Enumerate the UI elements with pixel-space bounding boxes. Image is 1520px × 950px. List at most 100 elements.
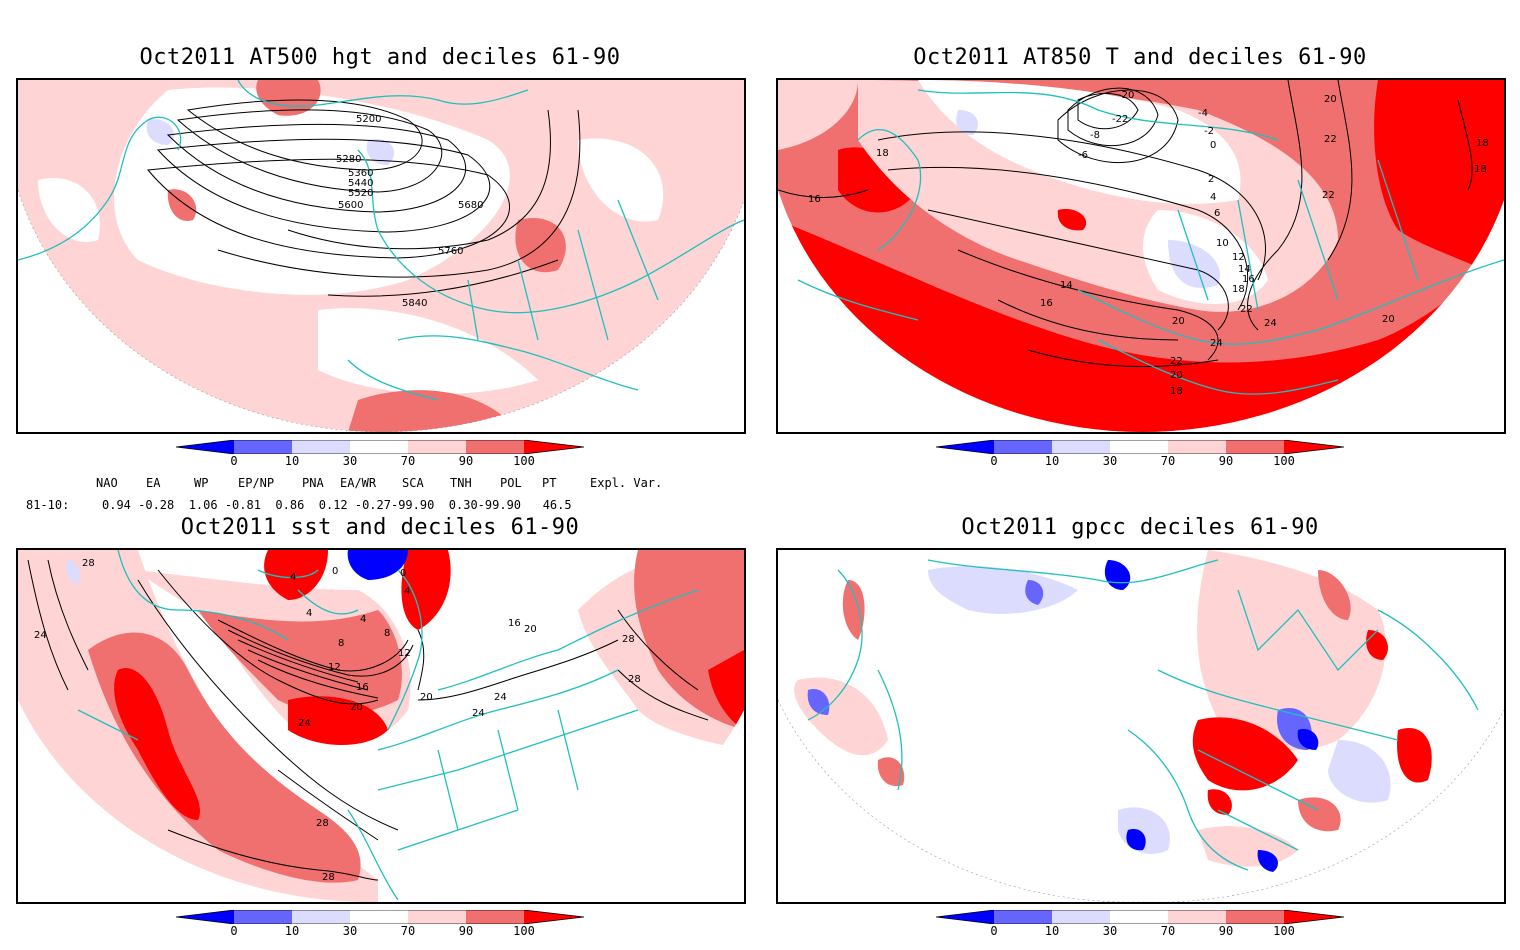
colorbar-tick: 30: [342, 924, 358, 938]
svg-text:28: 28: [316, 818, 329, 829]
svg-text:5440: 5440: [348, 178, 373, 189]
colorbar-tick: 90: [458, 924, 474, 938]
svg-text:24: 24: [472, 708, 485, 719]
colorbar-tick: 70: [400, 454, 416, 468]
svg-text:5280: 5280: [336, 154, 361, 165]
svg-text:5760: 5760: [438, 246, 463, 257]
svg-text:20: 20: [1324, 94, 1337, 105]
index-header-eawr: EA/WR: [340, 476, 377, 490]
svg-text:22: 22: [1240, 304, 1253, 315]
svg-text:20: 20: [420, 692, 433, 703]
svg-text:4: 4: [306, 608, 312, 619]
colorbar-tick: 0: [990, 454, 998, 468]
svg-text:4: 4: [360, 614, 366, 625]
colorbar-tick: 10: [284, 924, 300, 938]
colorbar-tick: 10: [1044, 924, 1060, 938]
svg-text:8: 8: [338, 638, 344, 649]
colorbar-tick: 100: [1273, 454, 1295, 468]
svg-text:5200: 5200: [356, 114, 381, 125]
colorbar-bottom-right: 0 10 30 70 90 100: [936, 910, 1346, 950]
svg-text:5680: 5680: [458, 200, 483, 211]
svg-text:-2: -2: [1204, 126, 1214, 137]
svg-text:-20: -20: [1118, 90, 1134, 101]
colorbar-bottom-left: 0 10 30 70 90 100: [176, 910, 586, 950]
svg-text:20: 20: [524, 624, 537, 635]
map-at850: -20 -22 -8 -6 -4 -2 0 2 4 6 10 12 14 16 …: [776, 78, 1506, 434]
index-values: 0.94 -0.28 1.06 -0.81 0.86 0.12 -0.27-99…: [102, 498, 572, 512]
svg-text:24: 24: [1210, 338, 1223, 349]
colorbar-tick: 30: [1102, 924, 1118, 938]
panel-title-gpcc: Oct2011 gpcc deciles 61-90: [961, 515, 1319, 540]
svg-text:22: 22: [1170, 356, 1183, 367]
map-at500: 5200 5280 5360 5440 5520 5600 5680 5760 …: [16, 78, 746, 434]
svg-text:18: 18: [1170, 386, 1183, 397]
colorbar-tick: 70: [1160, 454, 1176, 468]
colorbar-top-right: 0 10 30 70 90 100: [936, 440, 1346, 480]
index-row-label: 81-10:: [26, 498, 70, 512]
colorbar-tick: 90: [1218, 454, 1234, 468]
svg-text:24: 24: [34, 630, 47, 641]
colorbar-tick: 0: [230, 924, 238, 938]
svg-text:18: 18: [1474, 164, 1487, 175]
svg-text:5840: 5840: [402, 298, 427, 309]
map-sst: 28 24 0 0 4 4 4 4 8 8 12 12 16 20 20 24 …: [16, 548, 746, 904]
colorbar-tick: 100: [513, 454, 535, 468]
svg-text:0: 0: [332, 566, 338, 577]
svg-text:4: 4: [404, 586, 410, 597]
colorbar-tick: 100: [513, 924, 535, 938]
svg-text:24: 24: [1264, 318, 1277, 329]
svg-text:18: 18: [1476, 138, 1489, 149]
svg-text:20: 20: [1170, 370, 1183, 381]
colorbar-tick: 10: [284, 454, 300, 468]
svg-text:14: 14: [1238, 264, 1251, 275]
svg-text:22: 22: [1324, 134, 1337, 145]
svg-text:8: 8: [384, 628, 390, 639]
svg-text:0: 0: [1210, 140, 1216, 151]
svg-text:16: 16: [508, 618, 521, 629]
svg-text:16: 16: [356, 682, 369, 693]
svg-text:22: 22: [1322, 190, 1335, 201]
svg-text:16: 16: [1242, 274, 1255, 285]
svg-text:6: 6: [1214, 208, 1220, 219]
svg-text:-8: -8: [1090, 130, 1100, 141]
svg-text:5600: 5600: [338, 200, 363, 211]
index-header-ea: EA: [146, 476, 161, 490]
colorbar-tick: 90: [1218, 924, 1234, 938]
svg-text:28: 28: [622, 634, 635, 645]
svg-text:0: 0: [400, 568, 406, 579]
svg-text:12: 12: [1232, 252, 1245, 263]
colorbar-tick: 30: [1102, 454, 1118, 468]
svg-text:-4: -4: [1198, 108, 1208, 119]
index-header-wp: WP: [194, 476, 209, 490]
index-header-sca: SCA: [402, 476, 424, 490]
svg-text:28: 28: [82, 558, 95, 569]
index-header-nao: NAO: [96, 476, 118, 490]
map-gpcc: [776, 548, 1506, 904]
svg-text:12: 12: [328, 662, 341, 673]
svg-text:18: 18: [876, 148, 889, 159]
index-header-epnp: EP/NP: [238, 476, 275, 490]
svg-text:18: 18: [1232, 284, 1245, 295]
index-header-expl-var: Expl. Var.: [590, 476, 663, 490]
panel-title-at850: Oct2011 AT850 T and deciles 61-90: [913, 45, 1367, 70]
svg-text:4: 4: [290, 572, 296, 583]
svg-text:5360: 5360: [348, 168, 373, 179]
svg-text:24: 24: [494, 692, 507, 703]
index-header-pt: PT: [542, 476, 557, 490]
colorbar-tick: 70: [400, 924, 416, 938]
panel-title-at500: Oct2011 AT500 hgt and deciles 61-90: [139, 45, 621, 70]
svg-text:16: 16: [808, 194, 821, 205]
colorbar-tick: 100: [1273, 924, 1295, 938]
svg-text:28: 28: [628, 674, 641, 685]
svg-text:20: 20: [1382, 314, 1395, 325]
panel-title-sst: Oct2011 sst and deciles 61-90: [180, 515, 580, 540]
index-header-pol: POL: [500, 476, 522, 490]
svg-text:2: 2: [1208, 174, 1214, 185]
svg-text:16: 16: [1040, 298, 1053, 309]
svg-text:4: 4: [1210, 192, 1216, 203]
svg-text:5520: 5520: [348, 188, 373, 199]
index-header-tnh: TNH: [450, 476, 472, 490]
svg-text:14: 14: [1060, 280, 1073, 291]
svg-text:20: 20: [350, 702, 363, 713]
index-header-pna: PNA: [302, 476, 324, 490]
